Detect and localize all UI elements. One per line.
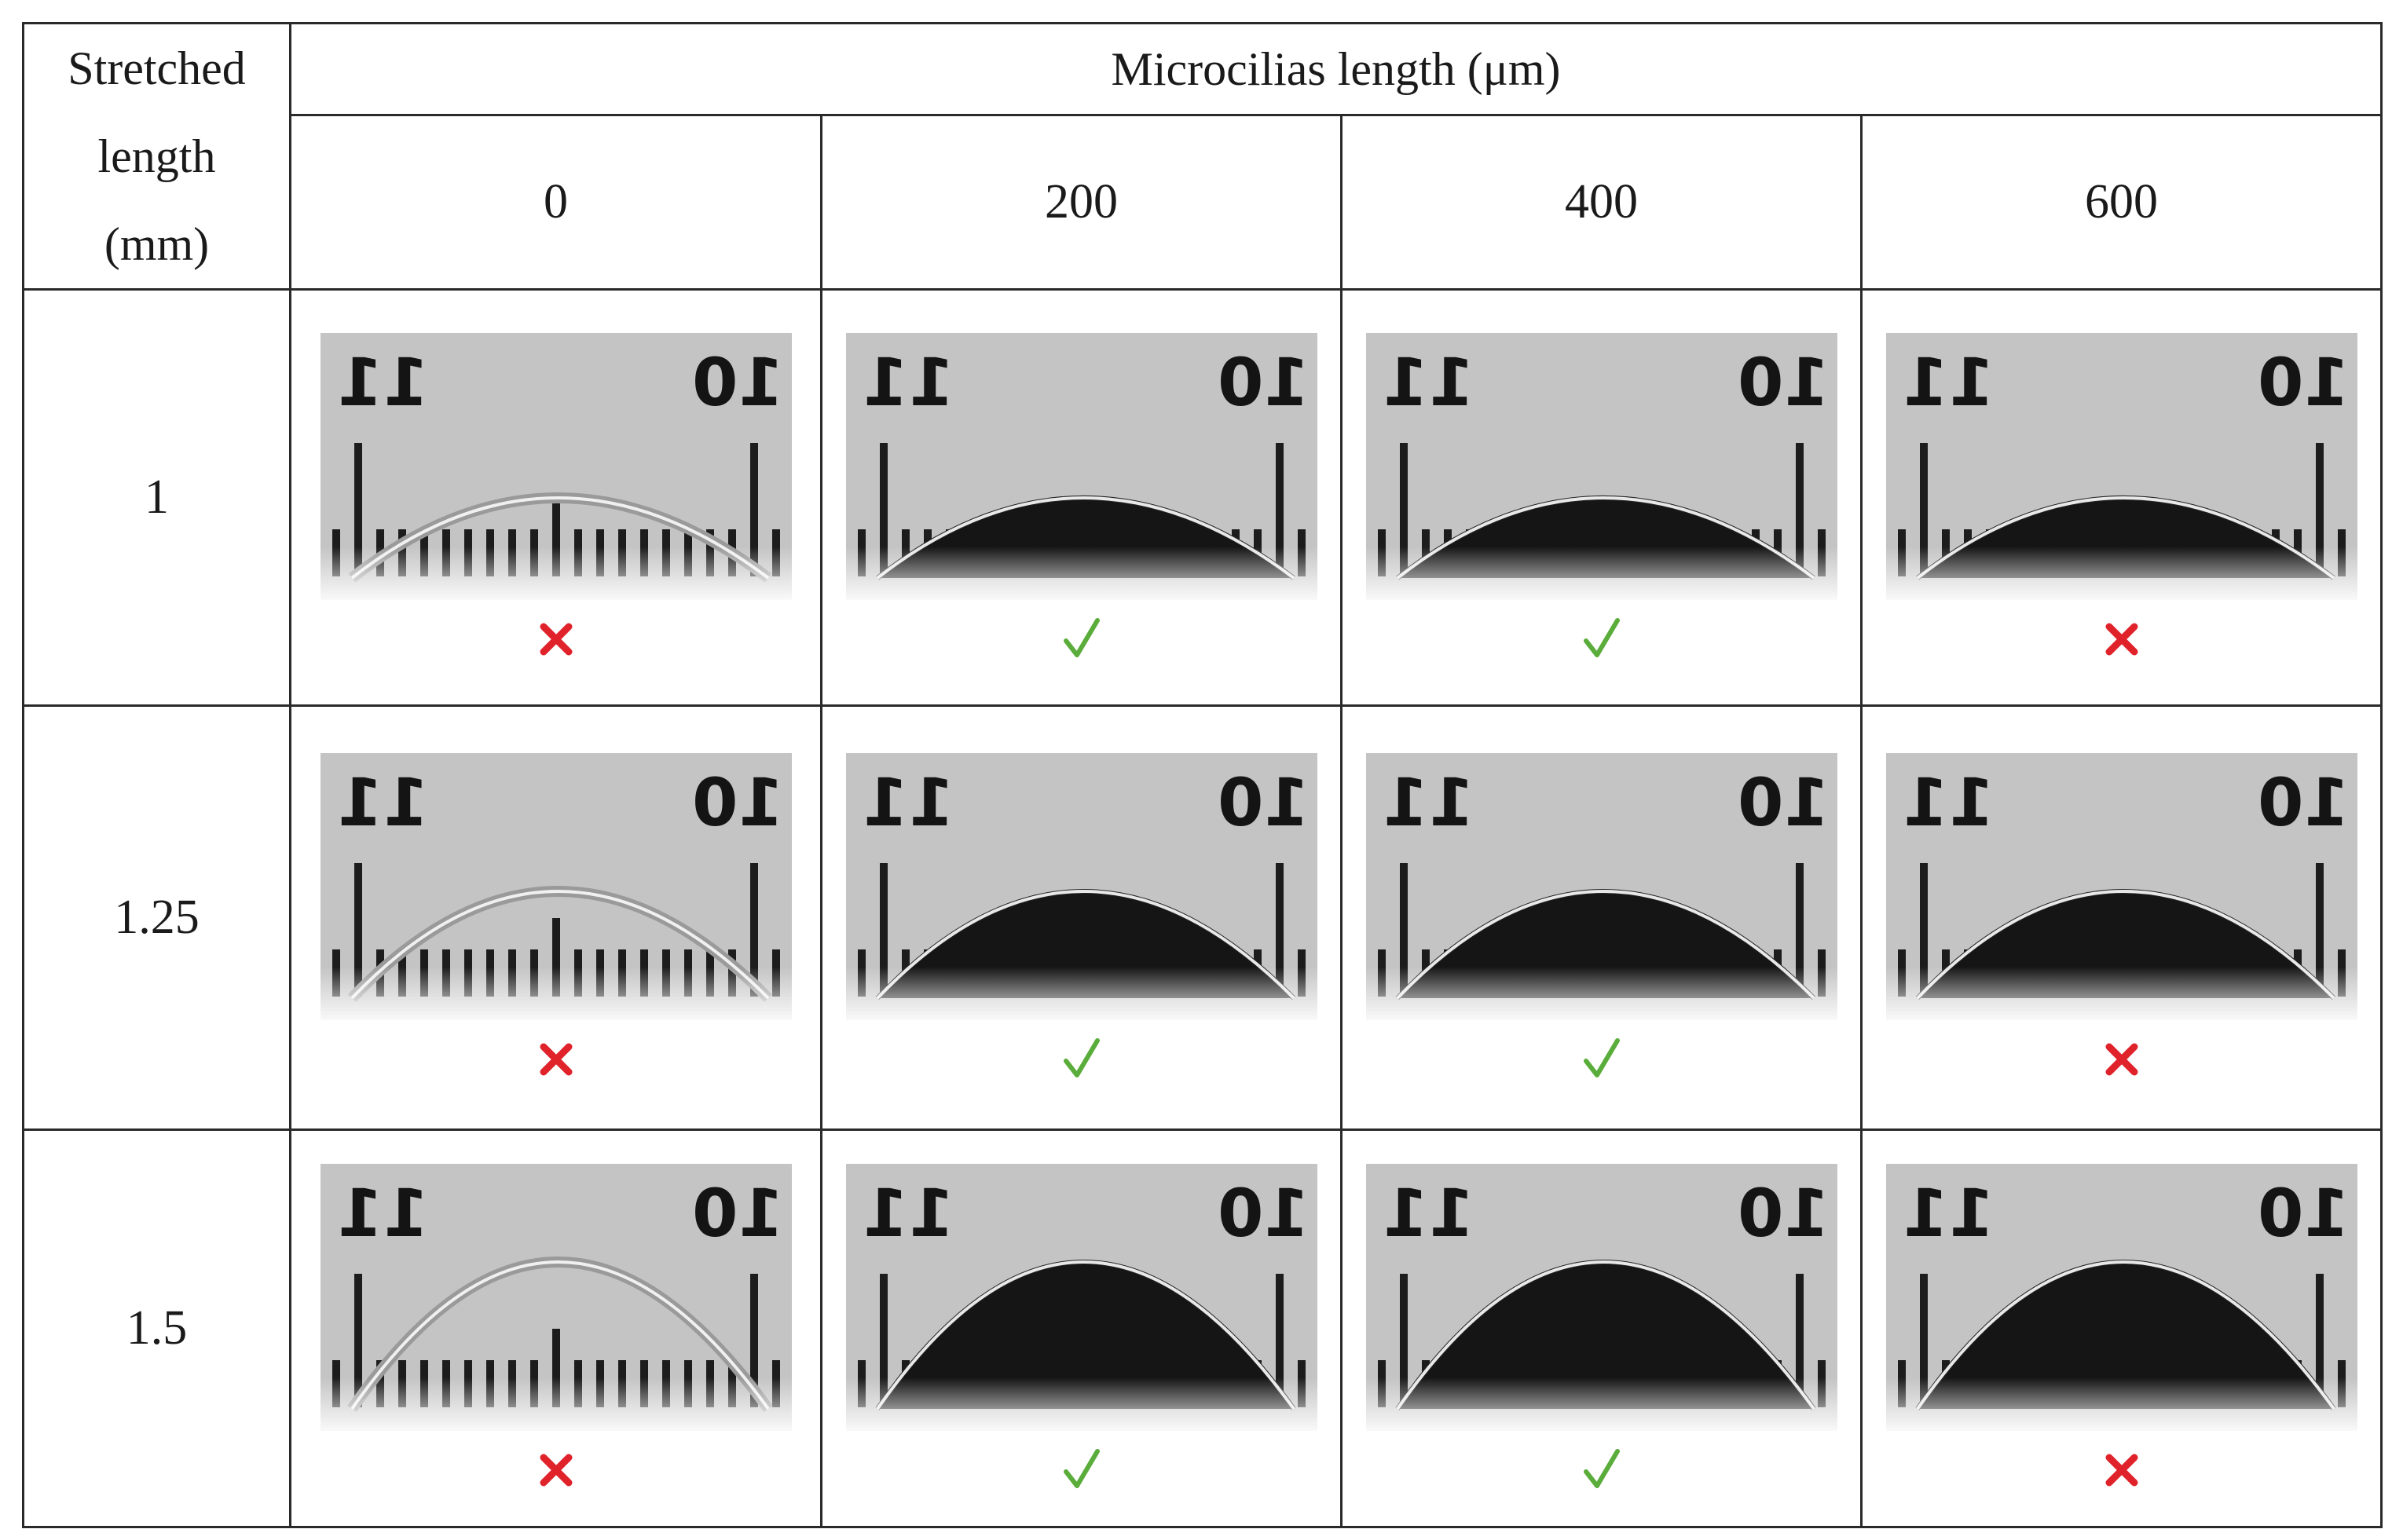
row-header-cell: Stretched length (mm) — [22, 22, 291, 291]
cell-content: 1110 — [822, 291, 1340, 704]
result-cell: 1110 — [289, 704, 822, 1131]
check-icon — [1583, 617, 1620, 657]
table-row: 1.5 1110 1110 1110 1110 — [22, 1128, 2383, 1528]
row-label: 1.25 — [22, 704, 291, 1131]
sample-photo: 1110 — [1885, 1163, 2357, 1431]
check-icon — [1583, 1037, 1620, 1077]
sample-photo: 1110 — [845, 1163, 1317, 1431]
sample-photo: 1110 — [1365, 1163, 1837, 1431]
result-cell: 1110 — [1859, 288, 2383, 707]
row-label: 1.5 — [22, 1128, 291, 1528]
row-label: 1 — [22, 288, 291, 707]
cell-content: 1110 — [822, 1131, 1340, 1526]
cell-content: 1110 — [1343, 707, 1860, 1128]
sample-photo: 1110 — [1885, 752, 2357, 1020]
column-header-200: 200 — [820, 114, 1343, 291]
cross-icon — [540, 1043, 572, 1075]
result-cell: 1110 — [1340, 288, 1863, 707]
result-cell: 1110 — [289, 288, 822, 707]
cell-content: 1110 — [822, 707, 1340, 1128]
check-icon — [1063, 1448, 1100, 1488]
cell-content: 1110 — [291, 1131, 820, 1526]
table-row: 1 1110 1110 1110 1110 — [22, 288, 2383, 707]
cross-icon — [540, 1454, 572, 1486]
cell-content: 1110 — [291, 291, 820, 704]
sample-photo: 1110 — [320, 752, 792, 1020]
sample-photo: 1110 — [320, 1163, 792, 1431]
table-row: 1.25 1110 1110 1110 1110 — [22, 704, 2383, 1131]
row-header-line-1: Stretched — [68, 42, 246, 94]
sample-photo: 1110 — [845, 752, 1317, 1020]
check-icon — [1063, 1037, 1100, 1077]
sample-photo: 1110 — [1365, 752, 1837, 1020]
sample-photo: 1110 — [320, 332, 792, 600]
check-icon — [1063, 617, 1100, 657]
sample-photo: 1110 — [845, 332, 1317, 600]
check-icon — [1583, 1448, 1620, 1488]
row-header-line-2: length — [97, 130, 216, 182]
result-cell: 1110 — [1859, 1128, 2383, 1528]
result-cell: 1110 — [289, 1128, 822, 1528]
column-header-0: 0 — [289, 114, 822, 291]
result-cell: 1110 — [820, 704, 1343, 1131]
cell-content: 1110 — [1343, 1131, 1860, 1526]
group-header: Microcilias length (μm) — [288, 21, 2383, 117]
cross-icon — [2105, 1454, 2138, 1486]
column-header-400: 400 — [1340, 114, 1863, 291]
row-header-line-3: (mm) — [104, 218, 210, 270]
cell-content: 1110 — [1863, 291, 2380, 704]
cell-content: 1110 — [291, 707, 820, 1128]
result-cell: 1110 — [1859, 704, 2383, 1131]
cross-icon — [2105, 1043, 2138, 1075]
cross-icon — [540, 623, 572, 655]
cell-content: 1110 — [1343, 291, 1860, 704]
result-cell: 1110 — [820, 1128, 1343, 1528]
cross-icon — [2105, 623, 2138, 655]
result-cell: 1110 — [1340, 704, 1863, 1131]
cell-content: 1110 — [1863, 1131, 2380, 1526]
column-header-600: 600 — [1859, 114, 2383, 291]
sample-photo: 1110 — [1885, 332, 2357, 600]
results-table: Stretched length (mm) Microcilias length… — [22, 21, 2383, 1528]
cell-content: 1110 — [1863, 707, 2380, 1128]
result-cell: 1110 — [820, 288, 1343, 707]
sample-photo: 1110 — [1365, 332, 1837, 600]
result-cell: 1110 — [1340, 1128, 1863, 1528]
